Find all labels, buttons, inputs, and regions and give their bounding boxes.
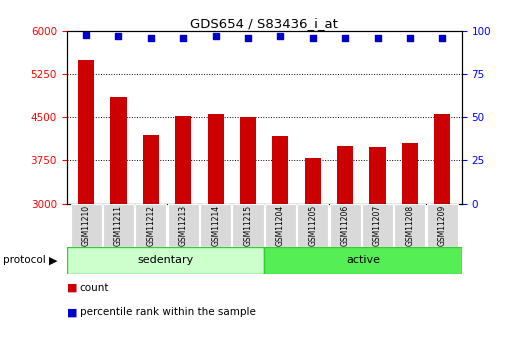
Point [82,32,90,37]
Point [277,33,285,39]
Bar [394,204,425,247]
Bar [434,114,450,204]
Bar [264,247,462,274]
Point [438,35,446,41]
Title: GDS654 / S83436_i_at: GDS654 / S83436_i_at [190,17,338,30]
Text: active: active [346,256,380,265]
Bar [240,117,256,204]
Text: GSM11205: GSM11205 [308,205,317,246]
Point [211,33,220,39]
Text: GSM11207: GSM11207 [373,205,382,246]
Text: percentile rank within the sample: percentile rank within the sample [80,307,255,317]
Bar [208,114,224,204]
Bar [297,204,328,247]
Bar [427,204,458,247]
Text: GSM11206: GSM11206 [341,205,350,246]
Bar [78,60,94,204]
Bar [232,204,264,247]
Bar [272,136,288,204]
Point [373,35,382,41]
Bar [369,147,386,204]
Text: ▶: ▶ [49,256,58,265]
Text: GSM11214: GSM11214 [211,205,220,246]
Text: ■: ■ [67,283,77,293]
Text: sedentary: sedentary [137,256,193,265]
Bar [265,204,296,247]
Bar [200,204,231,247]
Bar [175,116,191,204]
Text: GSM11211: GSM11211 [114,205,123,246]
Point [244,35,252,41]
Point [309,35,317,41]
Text: GSM11215: GSM11215 [244,205,252,246]
Text: GSM11208: GSM11208 [405,205,415,246]
Text: count: count [80,283,109,293]
Bar [402,142,418,204]
Text: protocol: protocol [3,256,45,265]
Point [341,35,349,41]
Point [406,35,414,41]
Text: ■: ■ [67,307,77,317]
Bar [305,158,321,204]
Bar [110,97,127,204]
Bar [362,204,393,247]
Bar [67,247,264,274]
Point [179,35,187,41]
Text: GSM11209: GSM11209 [438,205,447,246]
Text: GSM11212: GSM11212 [146,205,155,246]
Bar [337,146,353,204]
Bar [71,204,102,247]
Point [147,35,155,41]
Bar [329,204,361,247]
Text: GSM11213: GSM11213 [179,205,188,246]
Bar [103,204,134,247]
Bar [143,135,159,204]
Text: GSM11210: GSM11210 [82,205,91,246]
Bar [135,204,166,247]
Point [114,33,123,39]
Text: GSM11204: GSM11204 [276,205,285,246]
Bar [168,204,199,247]
